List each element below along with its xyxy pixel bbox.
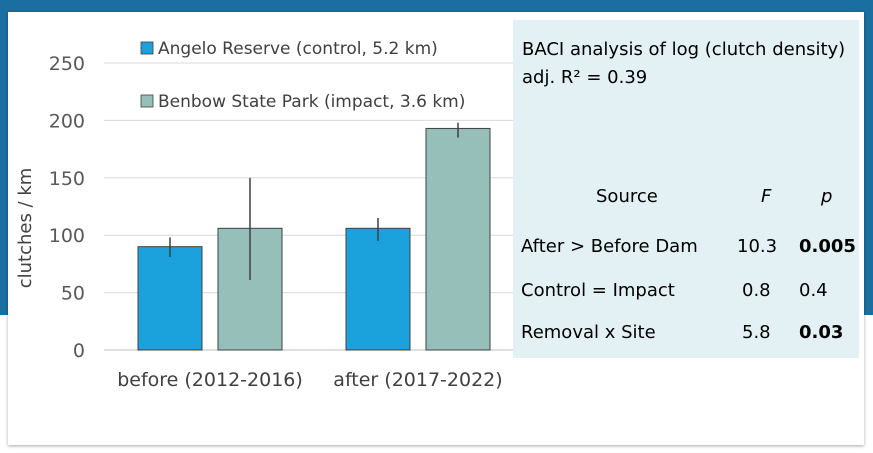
row-p: 0.4 <box>799 280 828 301</box>
row-source: After > Before Dam <box>521 236 698 257</box>
legend-label: Benbow State Park (impact, 3.6 km) <box>158 92 465 112</box>
y-tick-label: 100 <box>49 225 85 247</box>
bar <box>137 246 203 351</box>
row-p: 0.03 <box>799 322 844 343</box>
y-tick-label: 0 <box>73 340 85 362</box>
header-p: p <box>821 186 833 207</box>
y-axis-title: clutches / km <box>15 168 36 289</box>
row-source: Removal x Site <box>521 322 656 343</box>
stats-row: Removal x Site 5.8 0.03 <box>513 322 859 348</box>
row-f: 0.8 <box>742 280 771 301</box>
row-p: 0.005 <box>799 236 856 257</box>
x-tick-label: after (2017-2022) <box>333 369 502 391</box>
stats-row: Control = Impact 0.8 0.4 <box>513 280 859 306</box>
bar <box>345 227 411 351</box>
legend-swatch <box>140 94 154 108</box>
y-tick-label: 200 <box>49 110 85 132</box>
stats-title: BACI analysis of log (clutch density) <box>522 39 846 60</box>
legend-label: Angelo Reserve (control, 5.2 km) <box>158 39 438 59</box>
x-tick-label: before (2012-2016) <box>117 369 303 391</box>
row-f: 10.3 <box>737 236 778 257</box>
y-tick-label: 250 <box>49 53 85 75</box>
bar <box>425 127 491 351</box>
adj-r2-text: adj. R² = 0.39 <box>522 67 648 88</box>
row-source: Control = Impact <box>521 280 675 301</box>
header-f: F <box>761 186 772 207</box>
legend-swatch <box>140 41 154 55</box>
baci-stats-panel: BACI analysis of log (clutch density) ad… <box>513 20 859 358</box>
stats-row: After > Before Dam 10.3 0.005 <box>513 236 859 262</box>
stats-header-row: Source F p <box>513 186 859 212</box>
y-tick-label: 150 <box>49 168 85 190</box>
slide-header-band <box>0 0 873 12</box>
row-f: 5.8 <box>742 322 771 343</box>
y-tick-label: 50 <box>61 283 85 305</box>
header-source: Source <box>596 186 658 207</box>
